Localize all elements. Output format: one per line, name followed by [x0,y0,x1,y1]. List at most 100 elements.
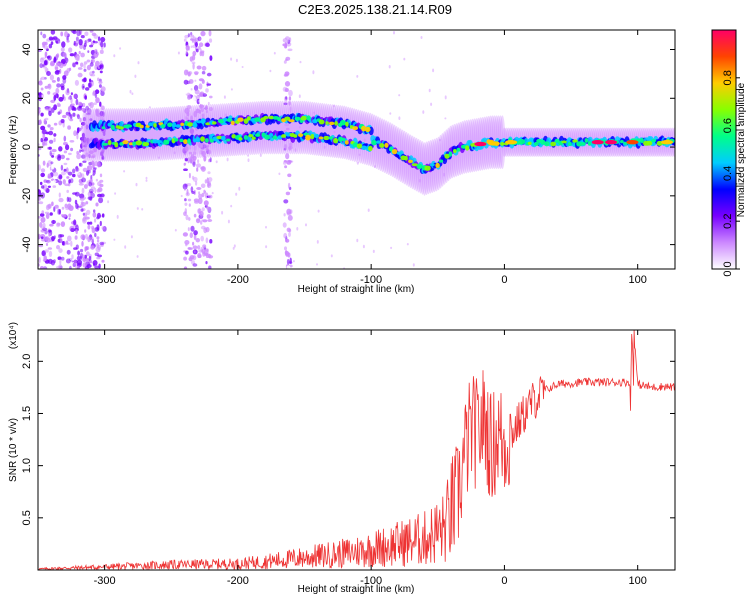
noise-speckle [83,68,87,72]
ridge-core [339,119,347,126]
noise-speckle [194,79,197,82]
noise-speckle [113,54,116,58]
noise-speckle [288,101,291,106]
noise-speckle [207,101,210,106]
noise-speckle [39,63,44,69]
noise-speckle [265,225,267,229]
ridge-halo [249,101,256,156]
noise-speckle [40,87,44,91]
noise-speckle [75,203,79,209]
noise-speckle [206,112,210,116]
noise-speckle [204,252,209,256]
ridge-core [518,138,526,145]
ridge-core [404,155,408,161]
ridge-core [438,159,444,163]
spectrogram-marks [38,30,675,269]
noise-speckle [63,70,69,77]
ridge-core [298,133,304,138]
noise-speckle [82,216,86,222]
noise-speckle [48,110,52,117]
noise-speckle [288,142,293,148]
noise-speckle [282,222,287,228]
noise-speckle [56,222,61,226]
noise-speckle [80,201,84,205]
ridge-core [646,140,653,146]
noise-speckle [286,258,290,266]
noise-speckle [269,69,272,73]
ridge-core [310,133,315,140]
ridge-core [200,136,205,142]
ridge-core [268,115,275,120]
ridge-core [453,149,457,153]
noise-speckle [93,34,99,39]
noise-speckle [100,86,106,92]
noise-speckle [69,257,75,261]
noise-speckle [287,215,293,221]
ridge-core [376,140,381,144]
noise-speckle [288,89,293,97]
ridge-core [153,123,157,128]
noise-speckle [289,106,292,113]
noise-speckle [91,160,95,164]
colorbar-label: Normalized spectral amplitude [736,82,747,217]
noise-speckle [82,77,87,83]
noise-speckle [93,102,97,105]
noise-speckle [188,203,191,207]
noise-speckle [39,181,43,186]
noise-speckle [185,250,189,255]
noise-speckle [41,226,46,230]
ridge-halo [195,104,202,159]
noise-speckle [76,127,80,134]
noise-speckle [42,227,48,231]
noise-speckle [141,208,144,211]
noise-speckle [60,238,63,244]
snr-series-line [38,330,675,570]
noise-speckle [288,146,292,151]
ridge-core [460,144,467,149]
noise-speckle [187,71,191,77]
noise-speckle [96,236,100,240]
noise-speckle [91,154,96,158]
noise-speckle [38,92,41,96]
ridge-core [435,162,440,168]
noise-speckle [44,236,50,241]
noise-speckle [101,226,106,230]
ridge-core [288,119,295,123]
noise-speckle [41,149,45,154]
noise-speckle [85,87,90,91]
noise-speckle [192,245,198,250]
noise-speckle [283,60,287,64]
noise-speckle [100,193,105,198]
noise-speckle [54,66,59,71]
noise-speckle [92,212,97,218]
ridge-core [356,143,363,149]
noise-speckle [88,153,91,159]
noise-speckle [207,177,213,182]
noise-speckle [187,227,190,232]
noise-speckle [41,250,46,257]
noise-speckle [287,39,291,45]
noise-speckle [200,183,206,189]
noise-speckle [68,179,71,184]
noise-speckle [60,119,65,123]
ridge-core [581,142,586,146]
ridge-core [527,141,532,145]
noise-speckle [62,214,67,218]
noise-speckle [48,146,52,150]
noise-speckle [197,94,204,97]
noise-speckle [80,203,84,208]
noise-speckle [95,202,99,207]
noise-speckle [69,140,75,143]
ridge-core [567,141,572,146]
noise-speckle [70,240,73,247]
noise-speckle [86,59,91,63]
noise-speckle [192,176,198,182]
noise-speckle [89,44,94,48]
noise-speckle [40,125,46,131]
noise-speckle [185,50,188,55]
noise-speckle [183,256,188,261]
noise-speckle [66,40,70,43]
noise-speckle [390,246,393,250]
noise-speckle [74,235,78,240]
noise-speckle [54,204,59,209]
